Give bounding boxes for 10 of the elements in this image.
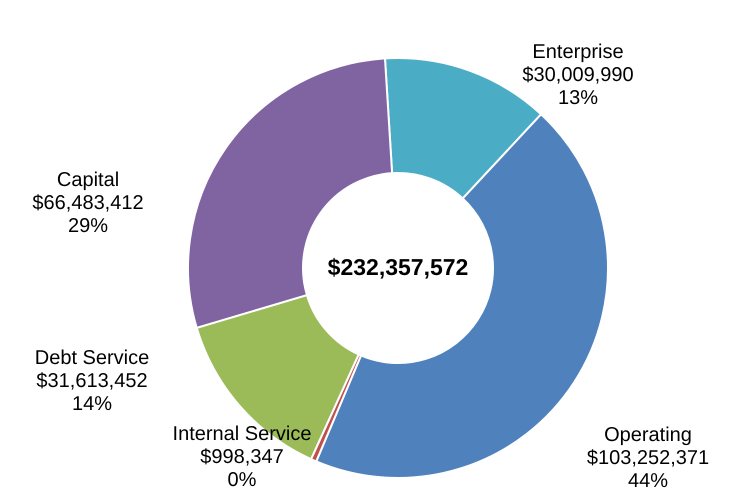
data-label: $66,483,412 29% [32,192,144,237]
slice-label: Operating [604,424,692,446]
data-label: $30,009,990 13% [522,64,634,109]
data-label: $103,252,371 44% [586,447,710,492]
slice-label: Enterprise [532,41,624,63]
slice-label: Debt Service [34,347,150,369]
text: $232,357,572 [328,254,468,280]
data-label: $31,613,452 14% [36,370,148,415]
data-label: $998,347 0% [200,446,284,491]
slice-label: Capital [56,169,120,191]
